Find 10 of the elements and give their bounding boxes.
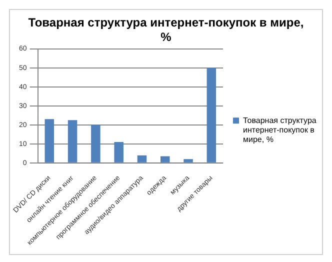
bar <box>91 124 100 162</box>
bar <box>44 119 54 162</box>
bar <box>68 120 78 162</box>
bar <box>114 142 124 162</box>
legend-label: Товарная структура интернет-покупок в мире, % <box>243 116 317 144</box>
bar <box>160 156 170 162</box>
bar <box>206 68 216 162</box>
bar <box>137 155 147 162</box>
chart-title: Товарная структура интернет-покупок в мире, % <box>28 16 304 44</box>
bar <box>184 159 193 162</box>
